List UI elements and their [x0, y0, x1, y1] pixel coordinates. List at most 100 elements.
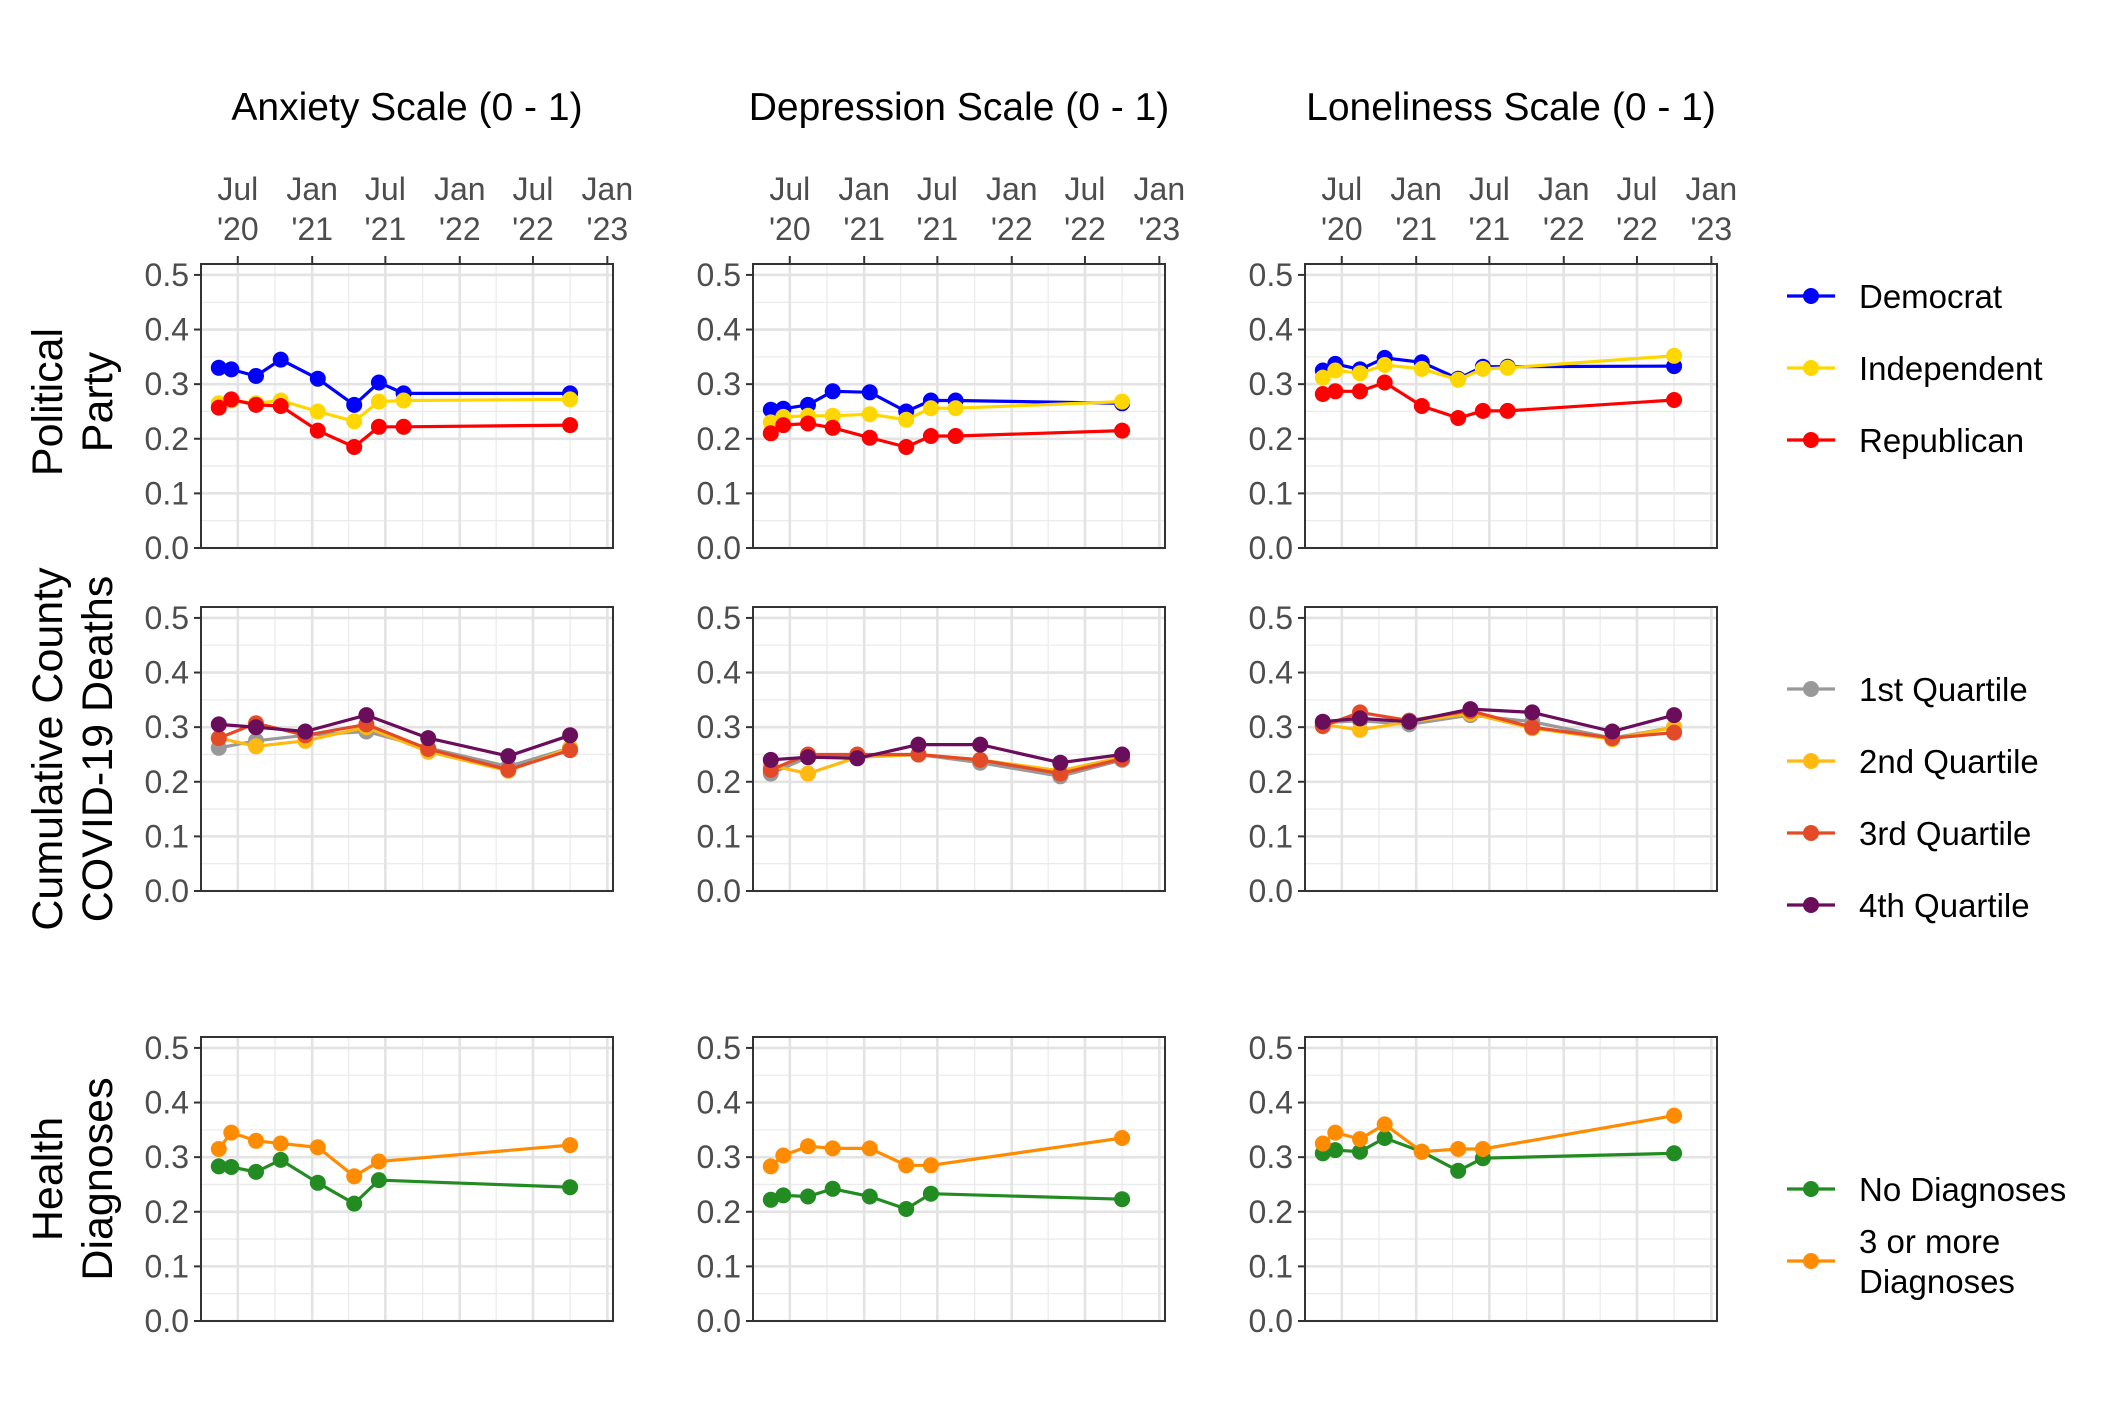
- column-title: Anxiety Scale (0 - 1): [231, 86, 582, 129]
- data-point: [248, 396, 264, 413]
- y-tick-label: 0.4: [1249, 655, 1293, 691]
- facet-panel: 0.0 0.1 0.2 0.3 0.4 0.5: [697, 257, 1166, 566]
- data-point: [1314, 1135, 1331, 1152]
- panel-border: [752, 263, 1166, 549]
- data-point: [762, 425, 779, 442]
- data-point: [1352, 721, 1368, 738]
- data-point: [1114, 1130, 1131, 1146]
- data-point: [248, 1132, 264, 1149]
- data-point: [1352, 365, 1368, 382]
- legend-label: 1st Quartile: [1859, 671, 2028, 708]
- data-point: [346, 439, 363, 455]
- y-tick-label: 0.2: [1249, 764, 1293, 800]
- data-point: [824, 419, 841, 436]
- x-tick-label: Jul: [769, 171, 810, 207]
- data-point: [562, 1137, 579, 1154]
- x-tick-label: Jan: [434, 171, 486, 207]
- data-point: [500, 761, 517, 778]
- data-point: [1376, 374, 1393, 391]
- data-point: [248, 738, 264, 755]
- facet-panel: 0.0 0.1 0.2 0.3 0.4 0.5: [145, 600, 614, 909]
- data-point: [370, 374, 387, 391]
- y-tick-label: 0.0: [145, 873, 189, 909]
- data-point: [346, 396, 363, 413]
- facet-panel: 0.0 0.1 0.2 0.3 0.4 0.5: [1249, 257, 1718, 566]
- legend: 1st Quartile 2nd Quartile 3rd Quartile 4th …: [1787, 671, 2039, 924]
- x-tick-label: Jan: [1134, 171, 1186, 207]
- y-tick-label: 0.2: [697, 1194, 741, 1230]
- data-point: [898, 1157, 915, 1174]
- panel-background: [201, 607, 613, 891]
- data-point: [1462, 701, 1479, 718]
- data-point: [210, 716, 227, 733]
- legend-key-point: [1803, 1181, 1819, 1197]
- x-tick-label: Jan: [1538, 171, 1590, 207]
- data-point: [1352, 1143, 1368, 1160]
- y-tick-label: 0.0: [1249, 1303, 1293, 1339]
- data-point: [1666, 1107, 1683, 1124]
- data-point: [309, 403, 326, 420]
- legend-key-point: [1803, 288, 1819, 304]
- x-tick-label: Jul: [512, 171, 553, 207]
- data-point: [1376, 1116, 1393, 1133]
- data-point: [824, 407, 841, 424]
- panel-border: [1304, 1036, 1718, 1322]
- legend-label: Independent: [1859, 350, 2043, 387]
- x-tick-label: Jan: [838, 171, 890, 207]
- panel-border: [200, 1036, 614, 1322]
- x-tick-label: Jul: [1321, 171, 1362, 207]
- data-point: [922, 1185, 939, 1202]
- y-tick-label: 0.3: [697, 366, 741, 402]
- data-point: [1499, 359, 1516, 376]
- data-point: [800, 765, 816, 782]
- x-tick-label: Jan: [582, 171, 634, 207]
- data-point: [1376, 1130, 1393, 1146]
- x-tick-label: Jan: [1390, 171, 1442, 207]
- data-point: [420, 730, 437, 747]
- x-tick-label: '23: [1690, 211, 1732, 247]
- data-point: [272, 351, 289, 368]
- panel-border: [200, 606, 614, 892]
- data-point: [762, 1191, 779, 1208]
- data-point: [210, 1158, 227, 1175]
- data-point: [1413, 1143, 1430, 1160]
- data-point: [775, 1187, 792, 1204]
- x-tick-label: '23: [1138, 211, 1180, 247]
- data-point: [898, 411, 915, 428]
- data-point: [1314, 369, 1331, 386]
- y-tick-label: 0.1: [697, 475, 741, 511]
- x-tick-label: Jul: [217, 171, 258, 207]
- y-tick-label: 0.1: [1249, 1248, 1293, 1284]
- x-tick-label: Jul: [365, 171, 406, 207]
- data-point: [824, 1180, 841, 1197]
- y-tick-label: 0.0: [145, 1303, 189, 1339]
- row-label: Party: [74, 351, 122, 452]
- data-point: [223, 361, 240, 378]
- legend-key-point: [1803, 897, 1819, 913]
- y-tick-label: 0.5: [1249, 257, 1293, 293]
- data-point: [824, 1140, 841, 1157]
- x-tick-label: '21: [365, 211, 407, 247]
- y-tick-label: 0.0: [697, 873, 741, 909]
- panel-border: [752, 606, 1166, 892]
- y-tick-label: 0.4: [1249, 1085, 1293, 1121]
- data-point: [824, 383, 841, 400]
- data-point: [1114, 746, 1131, 763]
- x-tick-label: Jul: [1616, 171, 1657, 207]
- data-point: [1052, 754, 1069, 771]
- data-point: [297, 723, 314, 740]
- data-point: [972, 736, 989, 753]
- x-tick-label: '21: [291, 211, 333, 247]
- data-point: [562, 1179, 579, 1196]
- data-point: [370, 1172, 387, 1189]
- y-tick-label: 0.2: [145, 1194, 189, 1230]
- legend-label: Democrat: [1859, 278, 2002, 315]
- y-tick-label: 0.3: [697, 1139, 741, 1175]
- y-tick-label: 0.4: [145, 1085, 189, 1121]
- data-point: [309, 1174, 326, 1191]
- x-tick-label: '22: [1543, 211, 1585, 247]
- panel-background: [1305, 607, 1717, 891]
- row-label: Diagnoses: [74, 1077, 122, 1280]
